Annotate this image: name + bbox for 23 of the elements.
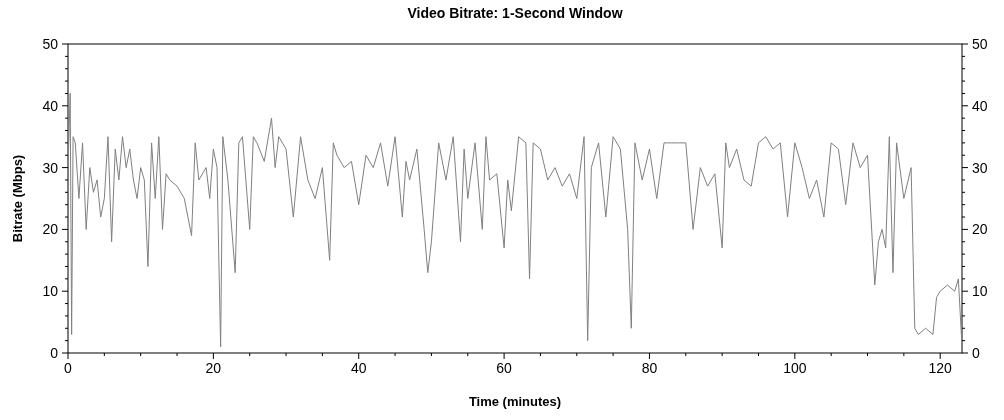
y-tick-label: 50 bbox=[42, 36, 59, 52]
x-tick-label: 20 bbox=[205, 360, 222, 376]
x-tick-label: 120 bbox=[928, 360, 953, 376]
y-tick-label: 10 bbox=[42, 283, 59, 300]
y2-tick-label: 40 bbox=[972, 97, 988, 114]
x-tick-label: 60 bbox=[496, 360, 513, 376]
y-tick-label: 0 bbox=[50, 345, 59, 361]
y-tick-label: 40 bbox=[42, 97, 59, 114]
y2-tick-label: 50 bbox=[972, 36, 988, 52]
y2-tick-label: 10 bbox=[972, 283, 988, 300]
y2-tick-label: 30 bbox=[972, 159, 988, 176]
chart-title: Video Bitrate: 1-Second Window bbox=[407, 5, 623, 21]
y2-tick-label: 20 bbox=[972, 221, 988, 238]
y-axis-title: Bitrate (Mbps) bbox=[10, 154, 25, 243]
x-tick-label: 80 bbox=[641, 360, 658, 376]
y-tick-label: 30 bbox=[42, 159, 59, 176]
x-tick-label: 40 bbox=[350, 360, 367, 376]
x-axis-title: Time (minutes) bbox=[468, 394, 562, 409]
line-series bbox=[67, 92, 963, 348]
y-tick-label: 20 bbox=[42, 221, 59, 238]
y2-tick-label: 0 bbox=[972, 345, 980, 361]
x-tick-label: 100 bbox=[783, 360, 807, 376]
x-tick-label: 0 bbox=[64, 360, 73, 376]
